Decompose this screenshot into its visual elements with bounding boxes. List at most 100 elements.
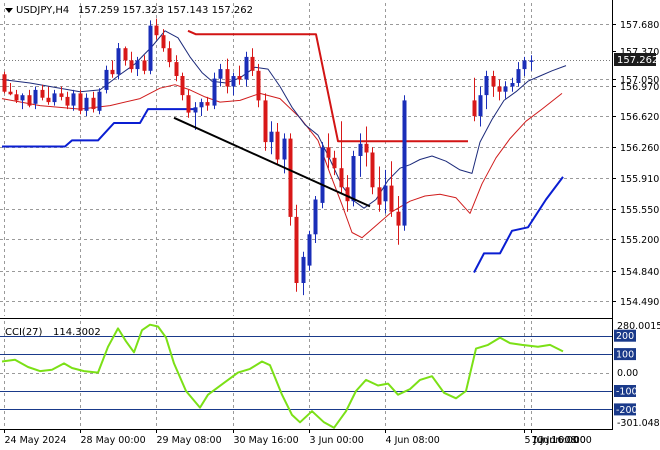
bull-candle	[71, 89, 76, 111]
time-tick-label: 4 Jun 08:00	[386, 435, 440, 446]
price-tick-label: 156.620	[620, 112, 659, 123]
price-tick-label: 157.050	[620, 75, 659, 86]
bear-candle	[27, 89, 32, 108]
candle-body	[256, 70, 261, 101]
candle-body	[40, 89, 45, 98]
bull-candle	[135, 56, 140, 76]
candle-body	[33, 89, 38, 104]
cci-tick-label: -301.0482	[617, 418, 660, 429]
candle-body	[497, 86, 502, 92]
bull-candle	[97, 88, 102, 115]
bear-candle	[2, 71, 7, 94]
trailing-stop-bear-line	[187, 29, 468, 143]
cci-line	[1, 323, 564, 429]
price-tick-label: 156.260	[620, 143, 659, 154]
candle-body	[503, 86, 508, 92]
bull-candle	[33, 86, 38, 110]
candle-body	[123, 48, 128, 61]
time-tick-label: 28 May 00:00	[81, 435, 146, 446]
candle-body	[148, 25, 153, 71]
time-tick-label: 29 May 08:00	[157, 435, 222, 446]
bear-candle	[142, 55, 147, 75]
bear-candle	[326, 133, 331, 169]
price-grid	[0, 3, 612, 316]
candle-body	[288, 138, 293, 217]
candle-body	[71, 93, 76, 106]
bull-candle	[307, 230, 312, 271]
bear-candle	[186, 89, 191, 118]
candle-body	[218, 69, 223, 79]
price-tick-label: 155.910	[620, 174, 659, 185]
candle-body	[154, 25, 159, 36]
bull-candle	[351, 150, 356, 207]
bull-candle	[383, 169, 388, 214]
bull-candle	[20, 93, 25, 110]
trendline-segment[interactable]	[173, 116, 371, 208]
bear-candle	[396, 196, 401, 245]
candle-body	[339, 168, 344, 188]
time-tick-label: 24 May 2024	[5, 435, 67, 446]
candle-body	[91, 97, 96, 110]
bear-candle	[174, 55, 179, 82]
dropdown-triangle-icon[interactable]	[5, 8, 13, 13]
bull-candle	[212, 72, 217, 110]
bull-candle	[301, 251, 306, 296]
bear-candle	[377, 166, 382, 212]
trendline[interactable]	[173, 116, 371, 208]
bear-candle	[332, 150, 337, 176]
price-tick-label: 155.550	[620, 205, 659, 216]
candle-body	[370, 152, 375, 188]
candle-body	[345, 187, 350, 202]
candle-body	[307, 234, 312, 266]
trailing-stop-bull-segment	[2, 108, 196, 148]
bear-candle	[275, 123, 280, 165]
bull-candle	[478, 86, 483, 127]
bear-candle	[389, 161, 394, 217]
price-tick-label: 154.490	[620, 297, 659, 308]
candle-body	[59, 93, 64, 97]
slow-ma-path	[1, 84, 563, 239]
candle-body	[402, 100, 407, 226]
candle-body	[478, 95, 483, 117]
bull-candle	[199, 98, 204, 116]
bull-candle	[516, 62, 521, 87]
cci-level-label: -100	[616, 387, 638, 398]
bull-candle	[503, 81, 508, 99]
bear-candle	[294, 204, 299, 292]
bear-candle	[256, 63, 261, 108]
candle-body	[275, 131, 280, 160]
slow-moving-average-line	[1, 84, 563, 239]
candle-body	[522, 60, 527, 70]
bull-candle	[116, 43, 121, 80]
bull-candle	[218, 63, 223, 87]
cci-level-label: 200	[616, 331, 634, 342]
bear-candle	[40, 84, 45, 101]
time-tick-label: 3 Jun 00:00	[310, 435, 364, 446]
candle-body	[8, 91, 13, 95]
bear-candle	[250, 48, 255, 76]
bear-candle	[110, 60, 115, 78]
price-tick-label: 155.200	[620, 235, 659, 246]
bull-candle	[484, 70, 489, 110]
trailing-stop-bull-segment	[473, 176, 564, 273]
candle-body	[491, 76, 496, 87]
bear-candle	[370, 147, 375, 195]
candle-body	[161, 35, 166, 49]
candle-body	[110, 69, 115, 75]
candle-body	[193, 107, 198, 113]
bear-candle	[59, 86, 64, 101]
candle-body	[20, 95, 25, 101]
candle-body	[2, 74, 7, 92]
cci-level-tag	[614, 329, 636, 342]
bear-candle	[8, 83, 13, 96]
candle-body	[472, 100, 477, 117]
bear-candle	[180, 72, 185, 101]
bear-candle	[129, 51, 134, 73]
bear-candle	[472, 77, 477, 122]
trailing-stop-bull-line	[2, 108, 564, 273]
